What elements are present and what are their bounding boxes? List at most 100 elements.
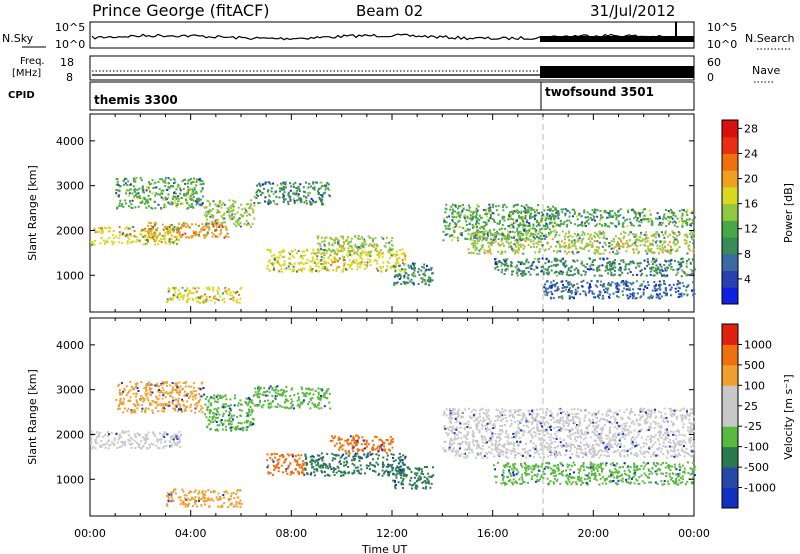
power-point — [388, 241, 391, 244]
velocity-point — [199, 388, 202, 391]
power-point — [131, 207, 134, 210]
velocity-point — [168, 404, 171, 407]
power-point — [352, 258, 355, 261]
power-point — [521, 234, 524, 237]
power-point — [187, 192, 189, 195]
power-point — [195, 232, 198, 235]
velocity-point — [163, 410, 165, 413]
power-point — [685, 265, 688, 268]
power-point — [484, 229, 487, 232]
velocity-point — [156, 383, 158, 386]
power-point — [303, 254, 306, 257]
power-point — [653, 269, 656, 272]
power-point — [155, 222, 158, 225]
power-point — [184, 232, 187, 235]
power-point — [633, 212, 636, 215]
power-point — [276, 261, 279, 264]
power-point — [655, 296, 658, 299]
velocity-point — [290, 406, 293, 409]
power-point — [539, 237, 542, 240]
power-point — [577, 272, 580, 275]
power-point — [639, 215, 642, 218]
velocity-point — [222, 413, 225, 416]
velocity-point — [176, 433, 179, 436]
power-point — [164, 240, 167, 243]
power-point — [655, 283, 658, 286]
velocity-point — [325, 390, 328, 393]
power-point — [483, 249, 486, 252]
velocity-point — [198, 392, 200, 395]
power-point — [283, 260, 286, 263]
power-point — [211, 235, 214, 238]
power-point — [272, 268, 275, 271]
power-point — [185, 222, 188, 225]
power-point — [491, 212, 494, 215]
power-point — [255, 197, 258, 199]
power-point — [205, 295, 208, 298]
power-point — [608, 267, 611, 270]
power-point — [250, 226, 253, 228]
power-point — [401, 248, 404, 251]
power-point — [182, 188, 185, 190]
power-point — [625, 263, 628, 266]
power-point — [196, 200, 199, 203]
power-point — [647, 220, 650, 223]
power-point — [417, 271, 420, 273]
power-point — [626, 294, 629, 297]
velocity-point — [122, 400, 125, 403]
velocity-point — [268, 391, 271, 394]
velocity-point — [247, 396, 250, 399]
power-point — [533, 228, 536, 230]
velocity-point — [182, 500, 185, 503]
power-point — [311, 201, 314, 204]
power-point — [555, 257, 558, 260]
velocity-point — [217, 416, 219, 419]
power-point — [170, 201, 173, 204]
power-point — [586, 263, 589, 266]
power-point — [655, 257, 658, 260]
power-point — [530, 206, 533, 209]
velocity-point — [157, 447, 160, 450]
power-point — [508, 236, 510, 239]
power-point — [492, 212, 495, 215]
power-point — [660, 223, 663, 226]
power-point — [452, 210, 455, 213]
power-point — [237, 206, 240, 209]
power-point — [365, 253, 367, 256]
power-point — [348, 259, 351, 262]
power-point — [321, 240, 324, 243]
power-colorbar-segment — [722, 170, 738, 188]
velocity-point — [271, 474, 274, 476]
velocity-point — [292, 407, 295, 410]
power-point — [362, 251, 365, 254]
power-point — [238, 293, 241, 296]
power-point — [115, 235, 118, 238]
power-point — [323, 237, 326, 240]
power-point — [180, 236, 183, 239]
power-point — [635, 212, 638, 215]
power-point — [669, 249, 672, 252]
power-point — [640, 283, 643, 286]
power-point — [619, 269, 622, 272]
nave-label: Nave — [752, 64, 780, 77]
power-point — [330, 264, 333, 266]
power-point — [130, 203, 133, 206]
power-point — [168, 243, 171, 246]
power-point — [557, 242, 560, 245]
velocity-point — [142, 436, 144, 439]
velocity-point — [107, 435, 109, 437]
power-point — [611, 209, 614, 212]
power-point — [584, 290, 587, 293]
power-point — [659, 248, 662, 251]
nsky-bottom-tick: 10^0 — [55, 38, 85, 51]
power-point — [554, 233, 557, 236]
power-point — [482, 226, 484, 229]
power-point — [167, 287, 170, 290]
power-point — [566, 286, 569, 289]
power-point — [176, 235, 179, 238]
power-point — [172, 287, 175, 290]
power-point — [522, 228, 525, 231]
power-point — [594, 211, 597, 214]
power-point — [477, 240, 479, 243]
power-point — [195, 192, 198, 195]
